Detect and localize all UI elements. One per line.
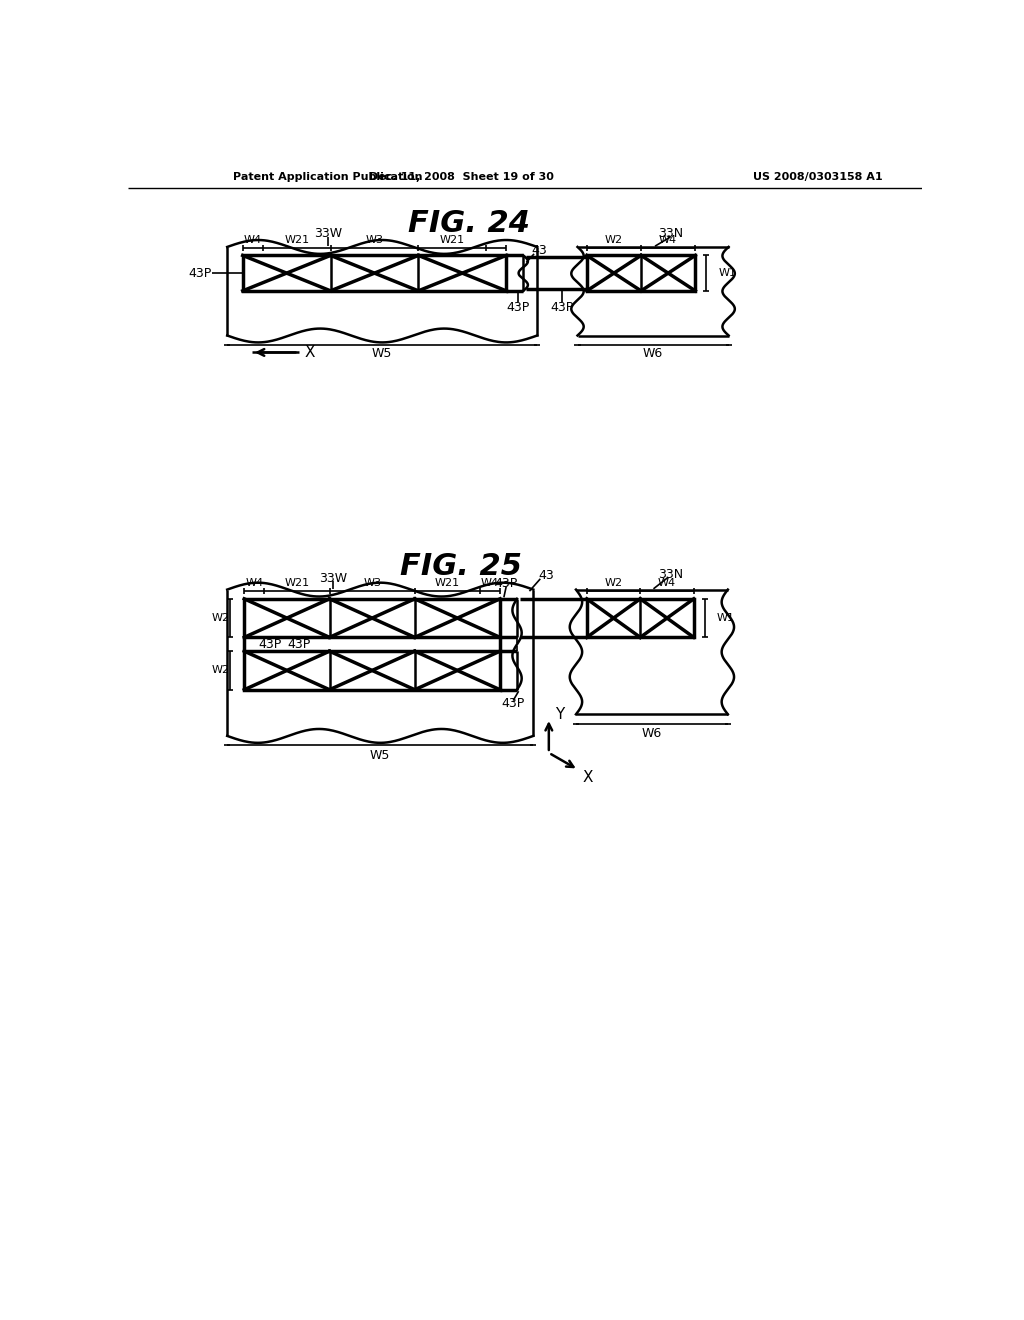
Text: W21: W21: [284, 235, 309, 246]
Text: 33N: 33N: [658, 568, 683, 581]
Text: W4: W4: [659, 235, 677, 246]
Text: W6: W6: [642, 347, 663, 360]
Text: US 2008/0303158 A1: US 2008/0303158 A1: [753, 172, 883, 182]
Bar: [245, 651, 500, 689]
Text: W1: W1: [717, 612, 735, 623]
Text: W4: W4: [658, 578, 676, 589]
Text: W4: W4: [246, 578, 263, 589]
Text: Y: Y: [555, 706, 564, 722]
Text: 43P: 43P: [287, 638, 310, 651]
Text: W2: W2: [605, 235, 623, 246]
Text: 43P: 43P: [550, 301, 573, 314]
Text: 43: 43: [539, 569, 554, 582]
Text: W3: W3: [366, 235, 383, 246]
Text: W2: W2: [604, 578, 623, 589]
Text: Dec. 11, 2008  Sheet 19 of 30: Dec. 11, 2008 Sheet 19 of 30: [369, 172, 554, 182]
Text: 33N: 33N: [658, 227, 683, 240]
Bar: [243, 256, 506, 290]
Text: X: X: [583, 770, 593, 785]
Text: 43P: 43P: [188, 267, 212, 280]
Text: W4: W4: [481, 578, 499, 589]
Text: W21: W21: [439, 235, 465, 246]
Text: Patent Application Publication: Patent Application Publication: [232, 172, 422, 182]
Text: W5: W5: [370, 748, 390, 762]
Text: W1: W1: [719, 268, 736, 279]
Text: W5: W5: [372, 347, 392, 360]
Text: 43P: 43P: [502, 697, 524, 710]
Text: W21: W21: [435, 578, 460, 589]
Text: 43: 43: [530, 244, 547, 257]
Bar: [245, 599, 500, 638]
Text: 33W: 33W: [314, 227, 342, 240]
Text: 43P: 43P: [495, 577, 518, 590]
Bar: [587, 599, 693, 638]
Text: 43P: 43P: [258, 638, 282, 651]
Bar: [587, 256, 695, 290]
Text: FIG. 25: FIG. 25: [400, 552, 522, 581]
Text: W21: W21: [285, 578, 309, 589]
Text: FIG. 24: FIG. 24: [408, 210, 530, 239]
Text: W4: W4: [244, 235, 262, 246]
Text: 43P: 43P: [506, 301, 529, 314]
Text: W2: W2: [212, 665, 230, 676]
Text: W2: W2: [212, 612, 230, 623]
Text: 33W: 33W: [319, 572, 347, 585]
Text: W3: W3: [364, 578, 381, 589]
Text: W6: W6: [642, 727, 663, 741]
Text: X: X: [304, 345, 314, 360]
